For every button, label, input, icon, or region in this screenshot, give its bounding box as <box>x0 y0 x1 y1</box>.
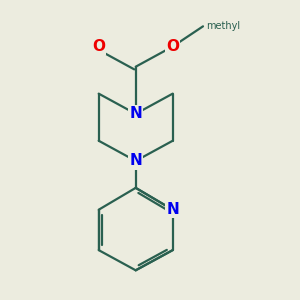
Text: N: N <box>129 153 142 168</box>
Text: N: N <box>129 106 142 121</box>
Text: O: O <box>166 39 179 54</box>
Text: O: O <box>92 39 105 54</box>
Text: N: N <box>166 202 179 217</box>
Text: methyl: methyl <box>206 21 241 31</box>
